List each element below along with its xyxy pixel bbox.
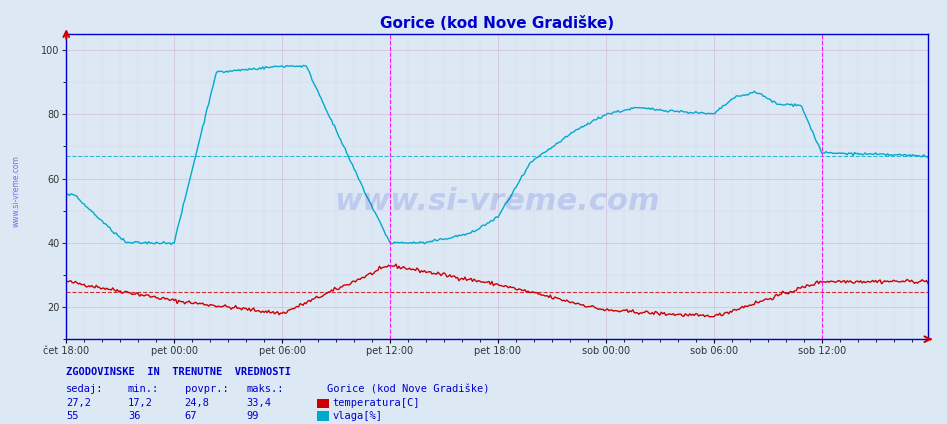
Text: www.si-vreme.com: www.si-vreme.com: [11, 155, 21, 227]
Text: ZGODOVINSKE  IN  TRENUTNE  VREDNOSTI: ZGODOVINSKE IN TRENUTNE VREDNOSTI: [66, 367, 292, 377]
Text: vlaga[%]: vlaga[%]: [332, 411, 383, 421]
Text: temperatura[C]: temperatura[C]: [332, 398, 420, 408]
Text: 24,8: 24,8: [185, 398, 209, 408]
Text: 67: 67: [185, 411, 197, 421]
Text: sedaj:: sedaj:: [66, 384, 104, 394]
Text: Gorice (kod Nove Gradiške): Gorice (kod Nove Gradiške): [327, 384, 490, 394]
Text: www.si-vreme.com: www.si-vreme.com: [334, 187, 660, 216]
Text: maks.:: maks.:: [246, 384, 284, 394]
Title: Gorice (kod Nove Gradiške): Gorice (kod Nove Gradiške): [380, 17, 615, 31]
Text: min.:: min.:: [128, 384, 159, 394]
Text: povpr.:: povpr.:: [185, 384, 228, 394]
Text: 33,4: 33,4: [246, 398, 271, 408]
Text: 17,2: 17,2: [128, 398, 152, 408]
Text: 99: 99: [246, 411, 259, 421]
Text: 27,2: 27,2: [66, 398, 91, 408]
Text: 36: 36: [128, 411, 140, 421]
Text: 55: 55: [66, 411, 79, 421]
